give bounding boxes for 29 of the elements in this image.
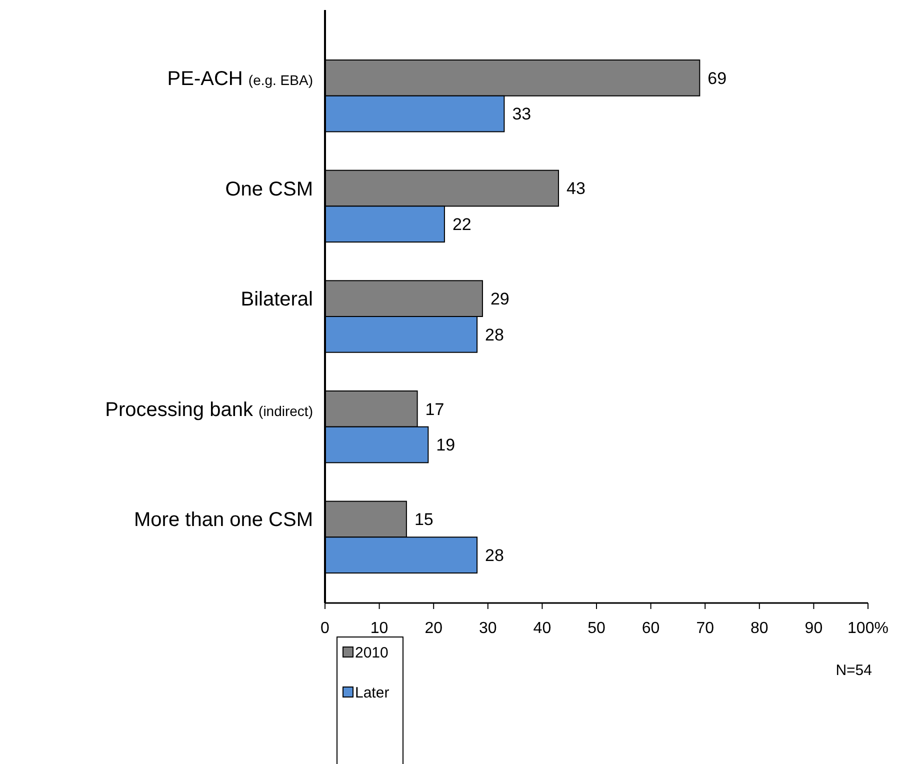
x-tick-label: 90 — [804, 620, 823, 637]
data-label: 28 — [485, 325, 504, 344]
x-tick-label: 0 — [320, 620, 330, 637]
legend-label: Later — [355, 684, 390, 702]
data-label: 28 — [485, 546, 504, 566]
y-tick-label: More than one CSM — [134, 509, 313, 532]
y-tick-label: Bilateral — [240, 288, 313, 311]
x-tick-label: 70 — [696, 620, 714, 637]
data-label: 69 — [708, 68, 727, 88]
y-tick-label: PE-ACH (e.g. EBA) — [167, 68, 313, 90]
x-tick-label: 10 — [370, 620, 388, 637]
data-label: 29 — [490, 290, 510, 309]
x-tick-label: 30 — [479, 620, 497, 637]
x-tick-label: 60 — [642, 620, 660, 637]
y-tick-label: Processing bank (indirect) — [105, 398, 313, 421]
data-label: 43 — [566, 179, 586, 198]
data-label: 33 — [512, 104, 532, 124]
x-tick-label: 40 — [533, 620, 552, 637]
data-label: 17 — [425, 400, 444, 419]
legend-label: 2010 — [355, 644, 388, 662]
x-tick-label: 20 — [424, 620, 443, 637]
data-label: 15 — [414, 510, 434, 530]
x-tick-label: 50 — [588, 620, 606, 637]
x-tick-label: 80 — [750, 620, 768, 637]
data-label: 19 — [436, 436, 456, 455]
x-tick-label: 100% — [848, 620, 888, 637]
data-label: 22 — [452, 215, 472, 234]
y-tick-label: One CSM — [225, 178, 313, 200]
text: N=54 — [836, 662, 872, 679]
